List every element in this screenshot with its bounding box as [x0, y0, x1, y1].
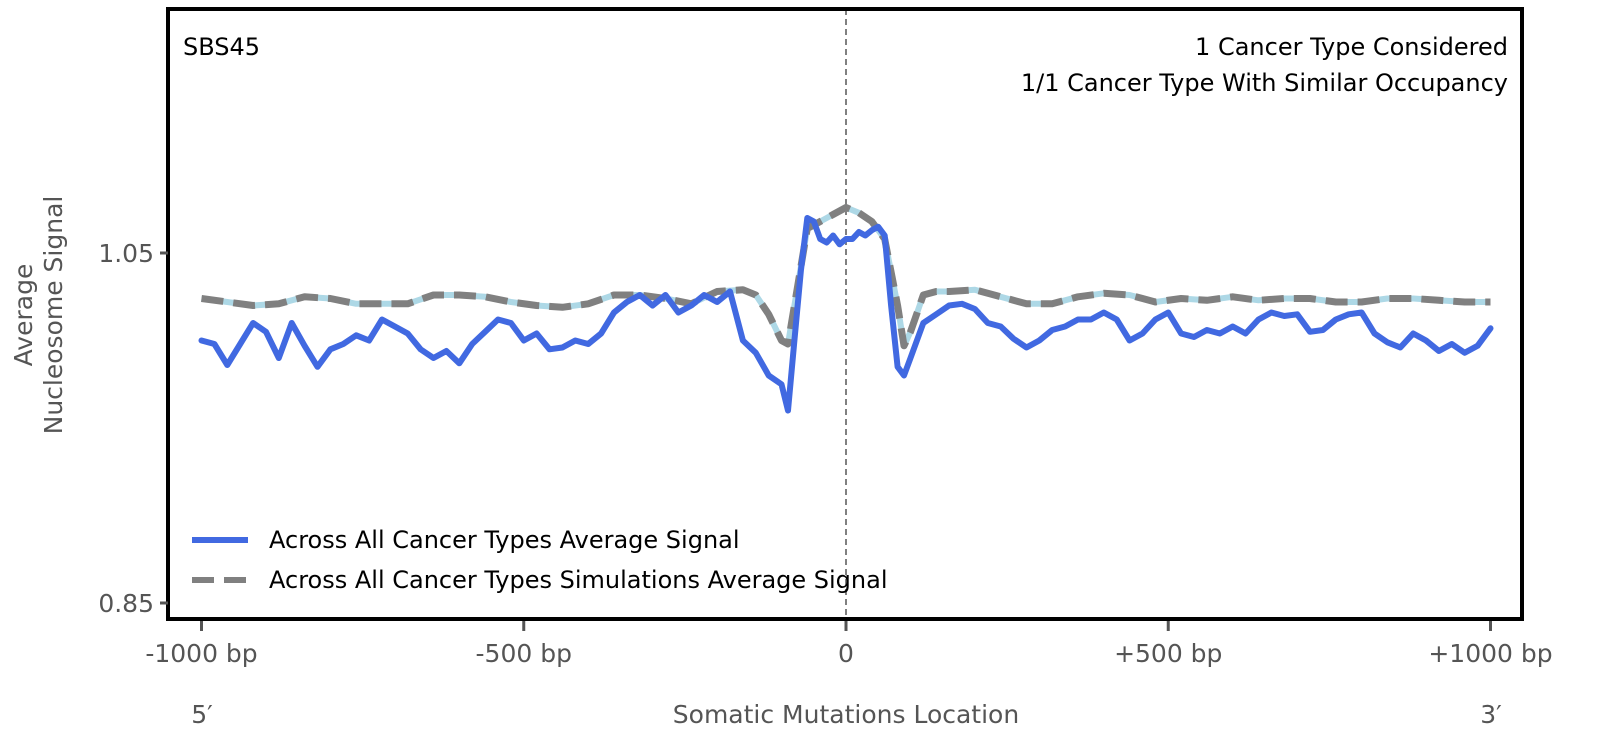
x-tick-label: -500 bp	[476, 639, 572, 668]
plot-frame	[166, 7, 1524, 621]
annotation-similar-occupancy: 1/1 Cancer Type With Similar Occupancy	[1021, 69, 1508, 97]
y-axis: 1.05 0.85	[98, 239, 168, 618]
panel-label: SBS45	[183, 33, 260, 61]
annotation-cancer-types-considered: 1 Cancer Type Considered	[1195, 33, 1508, 61]
legend: Across All Cancer Types Average Signal Ac…	[192, 526, 888, 594]
y-tick-label: 0.85	[98, 589, 154, 618]
x-tick-label: -1000 bp	[145, 639, 257, 668]
y-axis-title: Average Nucleosome Signal	[9, 196, 68, 435]
x-axis-title: Somatic Mutations Location	[673, 700, 1019, 729]
legend-label-average-signal: Across All Cancer Types Average Signal	[269, 526, 740, 554]
x-tick-label: +1000 bp	[1428, 639, 1552, 668]
average-signal-line	[198, 215, 1494, 414]
strand-label-5prime: 5′	[191, 700, 213, 729]
series-layer	[198, 204, 1494, 414]
y-tick-label: 1.05	[98, 239, 154, 268]
x-axis: -1000 bp -500 bp 0 +500 bp +1000 bp	[145, 621, 1553, 668]
legend-label-simulation-signal: Across All Cancer Types Simulations Aver…	[269, 566, 888, 594]
x-tick-label: 0	[838, 639, 854, 668]
y-axis-title-line-2: Nucleosome Signal	[39, 196, 68, 435]
simulation-average-signal-line	[201, 204, 1491, 350]
plot-area	[198, 9, 1494, 619]
y-axis-title-line-1: Average	[9, 264, 38, 367]
strand-label-3prime: 3′	[1480, 700, 1502, 729]
x-tick-label: +500 bp	[1114, 639, 1222, 668]
